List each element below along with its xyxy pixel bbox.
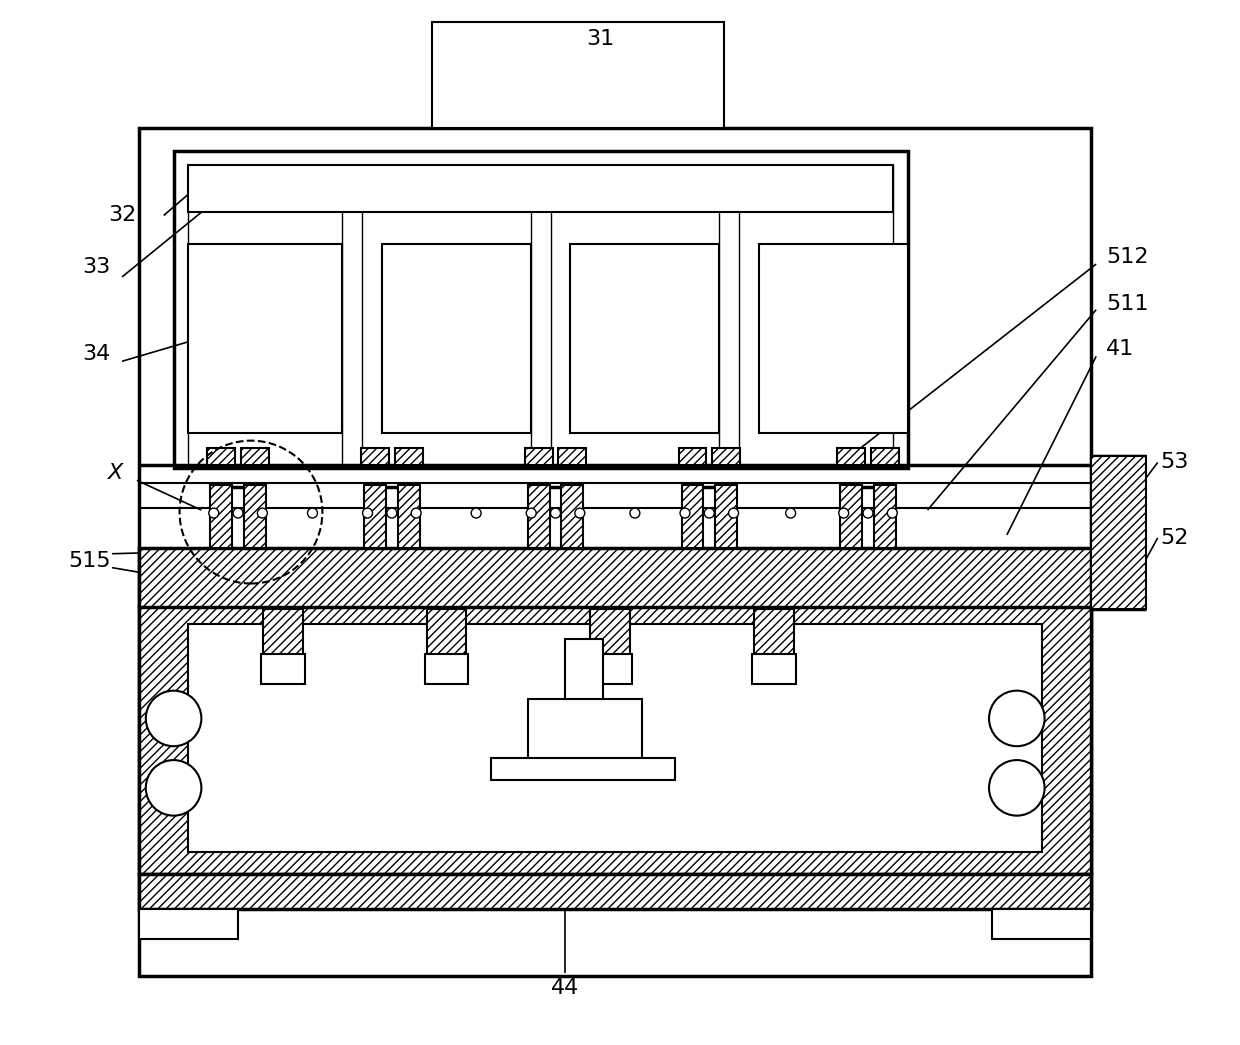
Text: 53: 53 [1161,452,1189,472]
Circle shape [551,508,560,518]
Bar [382,245,531,433]
Circle shape [526,508,536,518]
Bar [361,447,389,465]
Bar [394,447,423,465]
Bar [139,129,1091,976]
Bar [139,875,1091,909]
Text: 32: 32 [108,206,136,226]
Bar [244,485,265,548]
Bar [837,447,866,465]
Text: 33: 33 [82,257,110,277]
Bar [427,609,466,669]
Circle shape [258,508,268,518]
Text: 31: 31 [587,29,614,49]
Circle shape [146,760,201,816]
Bar [588,654,632,683]
Bar [491,758,675,780]
Text: X: X [108,463,124,484]
Bar [678,447,707,465]
Circle shape [888,508,898,518]
Circle shape [838,508,848,518]
Circle shape [308,508,317,518]
Bar [528,485,549,548]
Bar [263,609,303,669]
Bar [432,22,724,129]
Bar [424,654,469,683]
Bar [139,548,1091,607]
Bar [398,485,419,548]
Circle shape [412,508,422,518]
Circle shape [575,508,585,518]
Bar [188,624,1042,853]
Circle shape [863,508,873,518]
Bar [841,485,862,548]
Bar [1091,456,1146,609]
Bar [715,485,737,548]
Bar [365,485,386,548]
Bar [525,447,553,465]
Bar [759,245,908,433]
Bar [874,485,895,548]
Bar [712,447,740,465]
Circle shape [233,508,243,518]
Bar [207,447,236,465]
Bar [562,485,583,548]
Bar [870,447,899,465]
Circle shape [729,508,739,518]
Bar [139,909,238,938]
Bar [241,447,269,465]
Circle shape [362,508,372,518]
Text: 511: 511 [1106,294,1148,314]
Text: 515: 515 [68,551,110,571]
Circle shape [146,691,201,746]
Circle shape [630,508,640,518]
Circle shape [786,508,796,518]
Bar [751,654,796,683]
Text: 41: 41 [1106,340,1135,359]
Circle shape [990,760,1044,816]
Bar [528,699,642,763]
Bar [590,609,630,669]
Bar [260,654,305,683]
Circle shape [471,508,481,518]
Bar [565,640,603,700]
Bar [570,245,719,433]
Circle shape [990,691,1044,746]
Bar [188,245,342,433]
Bar [174,150,908,468]
Circle shape [704,508,714,518]
Bar [211,485,232,548]
Circle shape [208,508,218,518]
Bar [139,606,1091,875]
Circle shape [680,508,689,518]
Bar [558,447,587,465]
Bar [188,165,893,212]
Bar [682,485,703,548]
Text: 44: 44 [552,978,579,998]
Bar [992,909,1091,938]
Text: 512: 512 [1106,247,1148,268]
Text: 34: 34 [82,345,110,365]
Text: 52: 52 [1161,528,1189,548]
Circle shape [387,508,397,518]
Bar [754,609,794,669]
